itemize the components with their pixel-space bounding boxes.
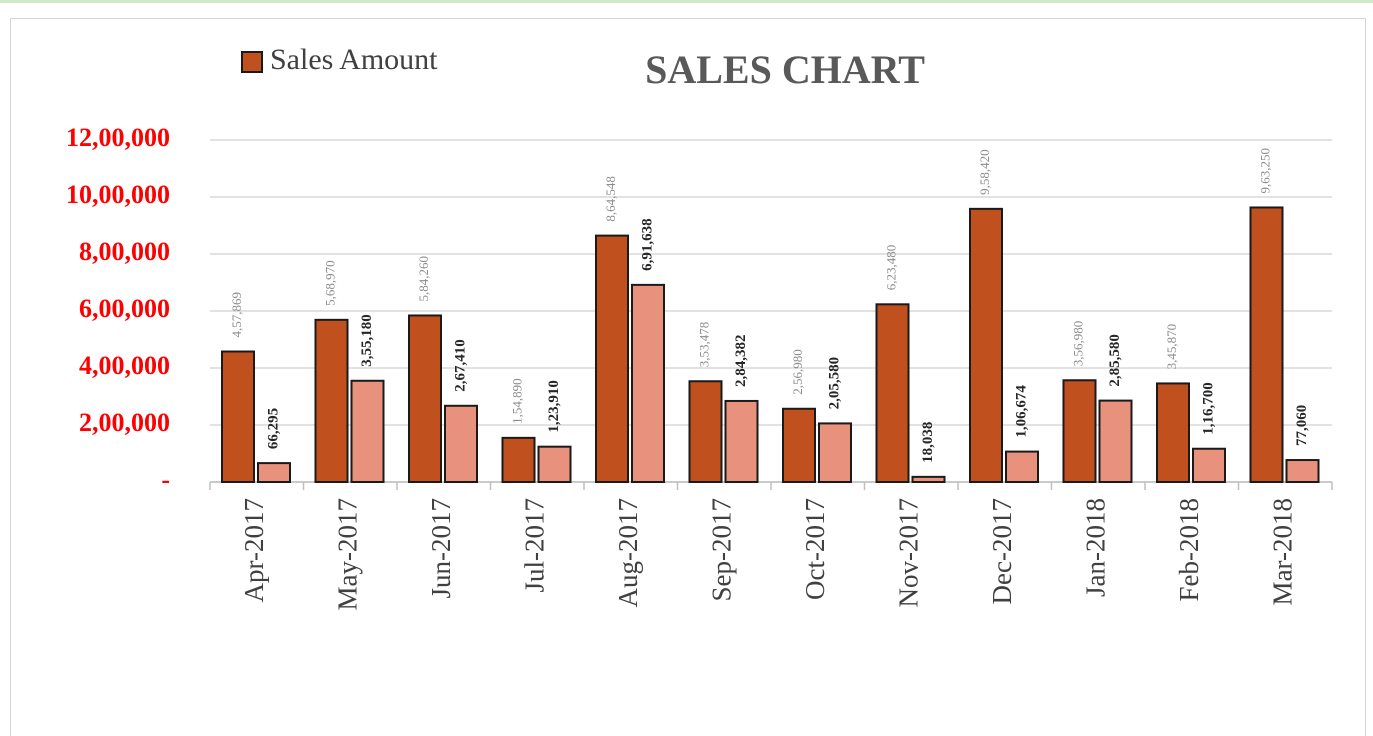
legend-swatch xyxy=(241,51,263,73)
value-label: 3,45,870 xyxy=(1164,324,1179,370)
x-tick-label: Oct-2017 xyxy=(800,498,830,600)
y-tick-label: 8,00,000 xyxy=(79,237,170,266)
bar xyxy=(257,462,291,484)
bar xyxy=(724,399,759,484)
bar xyxy=(911,475,946,483)
value-label: 1,54,890 xyxy=(509,378,524,424)
value-label: 9,58,420 xyxy=(977,149,992,195)
y-tick-label: 4,00,000 xyxy=(79,351,170,380)
bar xyxy=(537,445,572,483)
value-label: 6,23,480 xyxy=(883,245,898,291)
bar xyxy=(1285,459,1320,484)
bar xyxy=(221,350,255,483)
y-tick-label: 2,00,000 xyxy=(79,408,170,437)
x-tick-label: Jul-2017 xyxy=(519,498,549,593)
value-label: 66,295 xyxy=(265,408,281,449)
bar xyxy=(818,422,852,483)
x-tick-label: Jan-2018 xyxy=(1080,498,1110,597)
x-tick-label: Dec-2017 xyxy=(987,498,1017,604)
bar xyxy=(1192,447,1226,484)
bar xyxy=(501,436,536,484)
y-tick-label: 10,00,000 xyxy=(66,180,170,209)
value-label: 2,67,410 xyxy=(452,339,468,392)
x-tick-label: Apr-2017 xyxy=(239,498,269,602)
bar xyxy=(444,404,478,483)
bar xyxy=(1098,399,1133,484)
value-label: 3,55,180 xyxy=(359,314,375,367)
bar xyxy=(1062,379,1097,484)
x-tick-label: Nov-2017 xyxy=(893,498,923,608)
value-label: 18,038 xyxy=(920,422,936,463)
value-label: 2,05,580 xyxy=(826,357,842,410)
bar xyxy=(314,318,349,483)
value-label: 2,85,580 xyxy=(1107,334,1123,387)
legend-label: Sales Amount xyxy=(270,43,438,76)
value-label: 3,56,980 xyxy=(1070,321,1085,367)
bar xyxy=(782,407,816,484)
bar xyxy=(1005,450,1039,483)
value-label: 4,57,869 xyxy=(229,292,244,338)
bar xyxy=(595,234,629,483)
y-tick-label: 12,00,000 xyxy=(66,123,170,152)
top-strip xyxy=(0,0,1373,3)
bar xyxy=(631,283,665,484)
value-label: 2,84,382 xyxy=(733,334,749,387)
bar xyxy=(1249,206,1284,483)
bar xyxy=(875,303,910,483)
value-label: 2,56,980 xyxy=(790,349,805,395)
x-tick-label: Aug-2017 xyxy=(613,498,643,608)
value-label: 77,060 xyxy=(1294,405,1310,446)
bar xyxy=(969,207,1003,483)
value-label: 1,23,910 xyxy=(546,380,562,433)
value-label: 1,06,674 xyxy=(1013,385,1029,438)
value-label: 5,84,260 xyxy=(416,256,431,302)
value-label: 8,64,548 xyxy=(603,176,618,222)
value-label: 3,53,478 xyxy=(696,322,711,368)
bar xyxy=(408,314,442,483)
x-tick-label: May-2017 xyxy=(332,498,362,610)
y-tick-label: 6,00,000 xyxy=(79,294,170,323)
chart-title: SALES CHART xyxy=(645,47,925,92)
x-tick-label: Mar-2018 xyxy=(1267,498,1297,605)
bar xyxy=(688,380,723,483)
x-tick-label: Sep-2017 xyxy=(706,498,736,602)
value-label: 1,16,700 xyxy=(1200,382,1216,435)
bar xyxy=(1156,382,1190,484)
value-label: 6,91,638 xyxy=(639,218,655,271)
chart-frame xyxy=(10,18,1366,736)
bar xyxy=(350,379,385,484)
value-label: 9,63,250 xyxy=(1257,148,1272,194)
y-tick-label: - xyxy=(161,465,170,494)
value-label: 5,68,970 xyxy=(322,260,337,306)
x-tick-label: Feb-2018 xyxy=(1174,498,1204,602)
x-tick-label: Jun-2017 xyxy=(426,498,456,599)
